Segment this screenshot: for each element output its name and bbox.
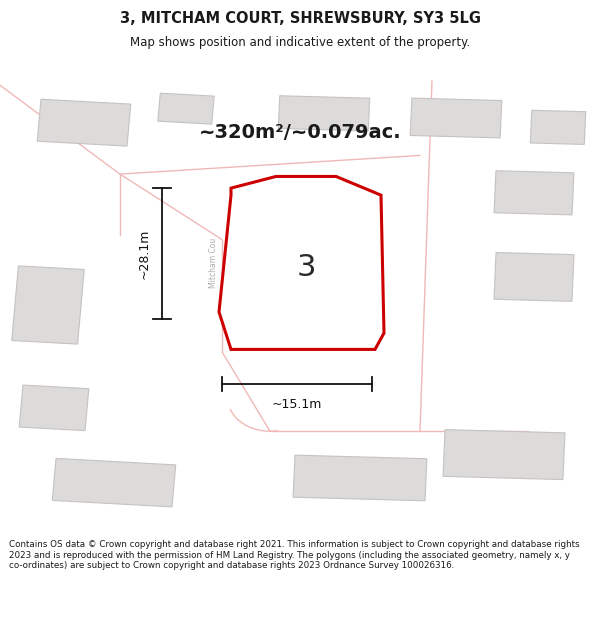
Polygon shape: [293, 455, 427, 501]
Polygon shape: [530, 110, 586, 144]
Polygon shape: [37, 99, 131, 146]
Polygon shape: [278, 96, 370, 131]
Text: 3, MITCHAM COURT, SHREWSBURY, SY3 5LG: 3, MITCHAM COURT, SHREWSBURY, SY3 5LG: [119, 11, 481, 26]
Text: ~15.1m: ~15.1m: [272, 399, 322, 411]
Text: Map shows position and indicative extent of the property.: Map shows position and indicative extent…: [130, 36, 470, 49]
Polygon shape: [19, 385, 89, 431]
Polygon shape: [494, 253, 574, 301]
Text: ~28.1m: ~28.1m: [137, 228, 151, 279]
Polygon shape: [410, 98, 502, 138]
Polygon shape: [219, 176, 384, 349]
Text: ~320m²/~0.079ac.: ~320m²/~0.079ac.: [199, 122, 401, 141]
Text: Contains OS data © Crown copyright and database right 2021. This information is : Contains OS data © Crown copyright and d…: [9, 540, 580, 570]
Polygon shape: [158, 93, 214, 124]
Polygon shape: [494, 171, 574, 215]
Polygon shape: [443, 429, 565, 479]
Text: Mitcham Cou: Mitcham Cou: [209, 238, 218, 288]
Polygon shape: [12, 266, 84, 344]
Polygon shape: [252, 221, 360, 328]
Text: 3: 3: [296, 253, 316, 282]
Polygon shape: [52, 458, 176, 507]
